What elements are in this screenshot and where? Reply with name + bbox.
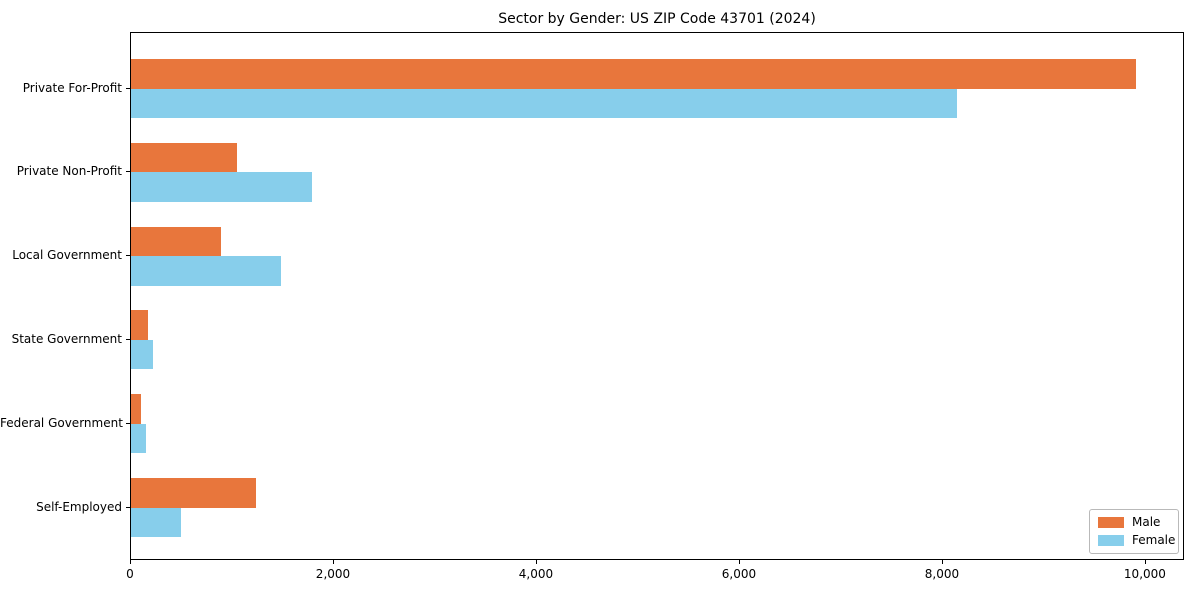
plot-area: [130, 32, 1184, 560]
bar-female-5: [131, 507, 181, 537]
bar-female-4: [131, 423, 147, 454]
x-tick-mark: [1144, 560, 1146, 564]
y-tick-label: Private Non-Profit: [16, 164, 122, 179]
bar-female-2: [131, 256, 282, 286]
x-tick-mark: [941, 560, 943, 564]
y-tick-label: Federal Government: [0, 415, 123, 430]
y-tick-label: Local Government: [12, 248, 122, 263]
bar-male-3: [131, 310, 149, 340]
bar-male-5: [131, 478, 256, 508]
x-tick-mark: [738, 560, 740, 564]
x-tick-label: 6,000: [721, 567, 757, 581]
legend-item-male: Male: [1098, 516, 1170, 529]
y-tick-label: Private For-Profit: [22, 80, 122, 95]
y-tick-mark: [126, 506, 130, 508]
y-tick-mark: [126, 255, 130, 257]
y-tick-label: Self-Employed: [36, 499, 122, 514]
x-tick-mark: [332, 560, 334, 564]
legend-label-female: Female: [1132, 533, 1176, 547]
legend-swatch-female-icon: [1098, 535, 1124, 546]
x-tick-label: 2,000: [315, 567, 351, 581]
y-tick-mark: [126, 87, 130, 89]
bar-male-4: [131, 394, 141, 424]
x-tick-label: 10,000: [1123, 567, 1166, 581]
bar-female-3: [131, 339, 153, 370]
y-tick-mark: [126, 338, 130, 340]
chart-title: Sector by Gender: US ZIP Code 43701 (202…: [498, 11, 816, 27]
legend: Male Female: [1089, 509, 1179, 554]
bar-male-0: [131, 59, 1136, 89]
legend-item-female: Female: [1098, 534, 1175, 547]
bar-male-1: [131, 142, 237, 173]
x-tick-mark: [130, 560, 131, 564]
y-tick-mark: [126, 422, 130, 424]
y-tick-mark: [126, 171, 130, 173]
x-tick-label: 8,000: [924, 567, 960, 581]
bar-female-0: [131, 88, 958, 118]
bar-female-1: [131, 172, 312, 202]
y-tick-label: State Government: [11, 331, 122, 346]
x-tick-mark: [535, 560, 537, 564]
legend-swatch-male-icon: [1098, 517, 1124, 528]
bar-male-2: [131, 226, 222, 257]
legend-label-male: Male: [1132, 515, 1161, 529]
x-tick-label: 4,000: [518, 567, 554, 581]
x-tick-label: 0: [126, 567, 134, 581]
